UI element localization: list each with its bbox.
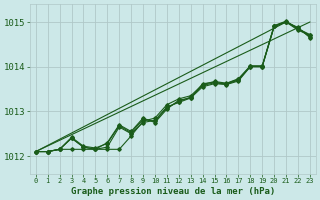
X-axis label: Graphe pression niveau de la mer (hPa): Graphe pression niveau de la mer (hPa) [71, 187, 275, 196]
